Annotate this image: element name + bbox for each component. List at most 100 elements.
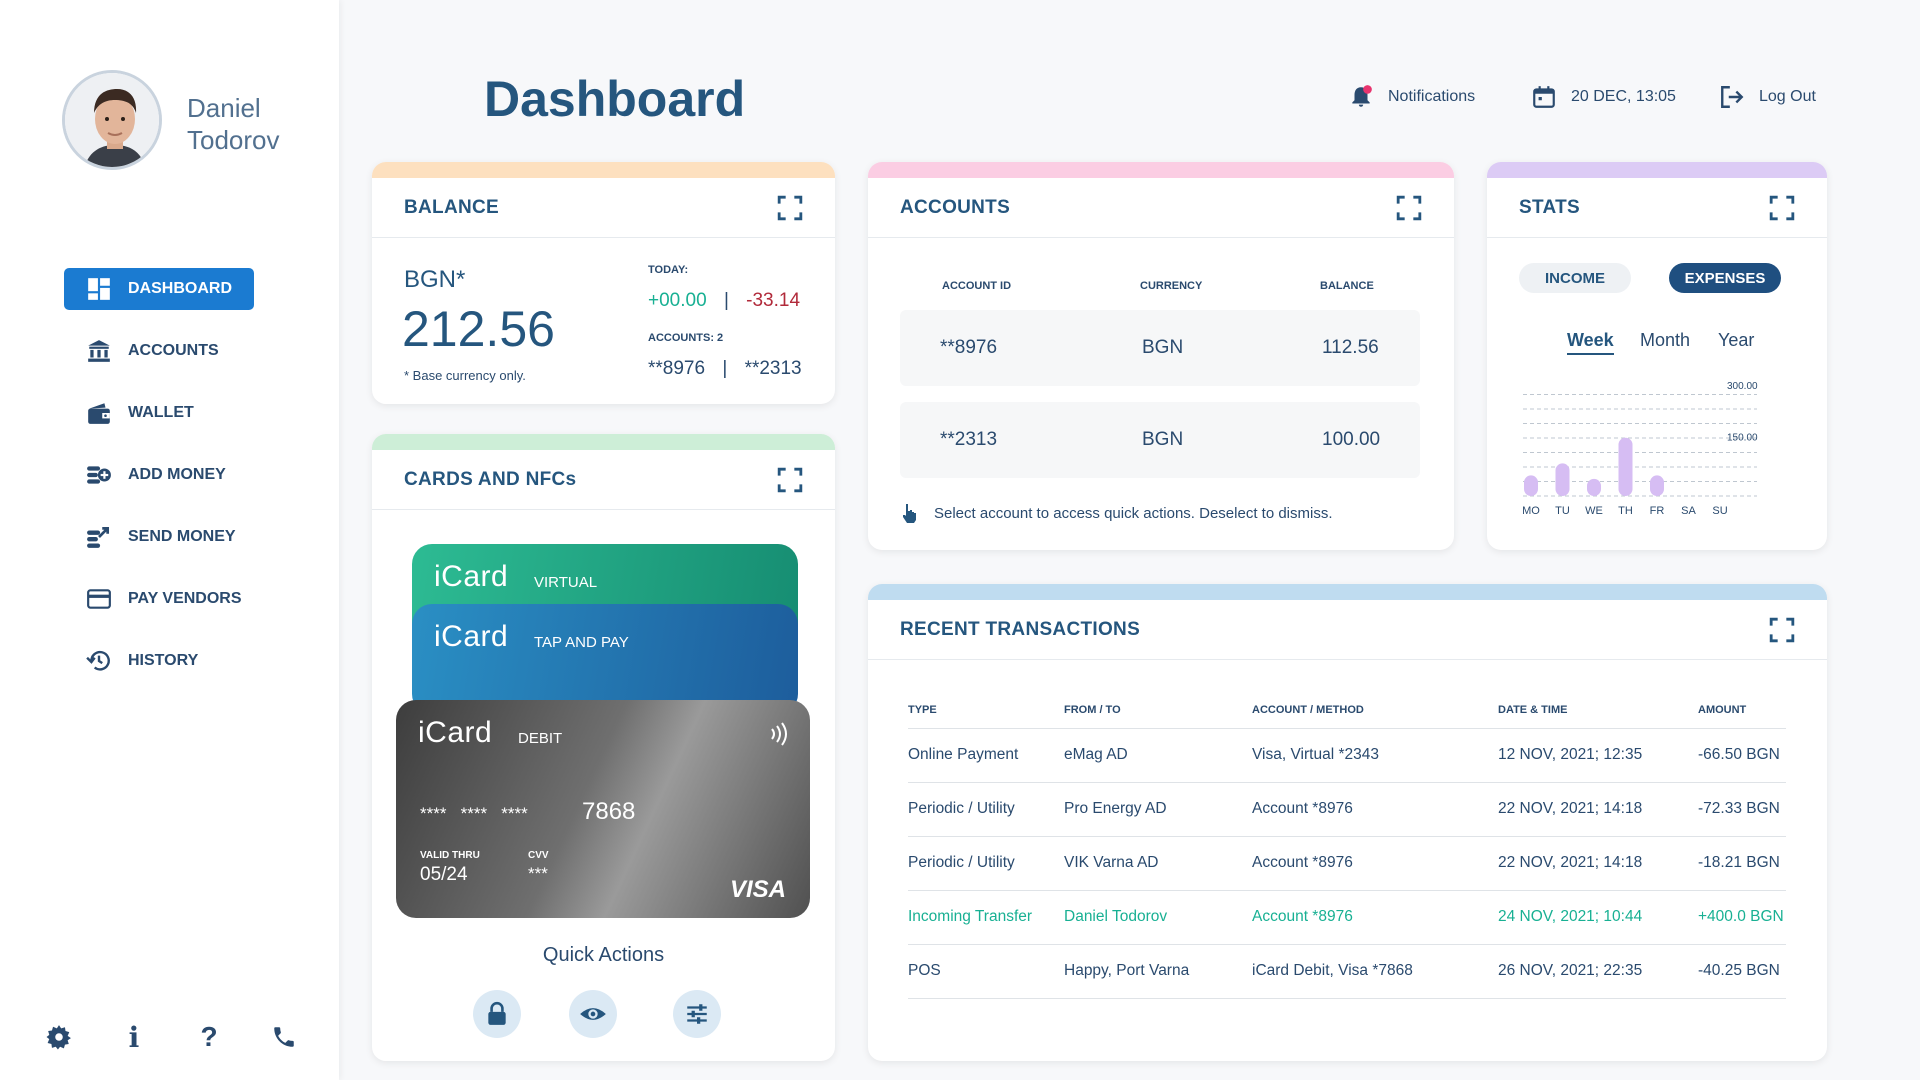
show-details-button[interactable] [569,990,617,1038]
card-debit[interactable]: iCard DEBIT **** **** **** 7868 VALID TH… [396,700,810,918]
tx-amount: -18.21 BGN [1698,836,1786,891]
tab-income[interactable]: INCOME [1519,263,1631,293]
accounts-title: ACCOUNTS [900,196,1011,218]
sidebar-item-history[interactable]: HISTORY [64,640,254,682]
stats-title: STATS [1519,196,1580,218]
sidebar-item-send-money[interactable]: SEND MONEY [64,516,254,558]
bar-tu[interactable] [1555,463,1570,496]
user-last-name: Todorov [187,125,280,155]
column-header-amount: AMOUNT [1698,692,1786,729]
settings-button[interactable] [46,1024,72,1050]
history-icon [86,650,110,671]
expand-icon[interactable] [1769,617,1795,643]
sidebar-item-accounts[interactable]: ACCOUNTS [64,330,254,372]
cvv: *** [528,864,548,883]
bar-mo[interactable] [1524,475,1538,496]
period-year[interactable]: Year [1718,330,1755,350]
sidebar-item-dashboard[interactable]: DASHBOARD [64,268,254,310]
notifications-button[interactable]: Notifications [1348,84,1475,110]
expand-icon[interactable] [1396,195,1422,221]
today-label: TODAY: [648,264,689,276]
help-icon: ? [200,1021,218,1052]
account-id: **2313 [940,429,998,450]
logout-icon [1721,86,1744,108]
tx-party: Pro Energy AD [1064,782,1252,837]
sidebar-item-pay-vendors[interactable]: PAY VENDORS [64,578,254,620]
cards-topbar [372,434,835,450]
info-button[interactable]: i [121,1021,147,1054]
x-tick-label: TU [1555,505,1570,517]
sidebar-item-wallet[interactable]: WALLET [64,392,254,434]
phone-button[interactable] [271,1024,297,1050]
bar-fr[interactable] [1650,475,1664,496]
phone-icon [274,1027,294,1047]
card-brand: iCard [434,620,509,653]
tx-date: 24 NOV, 2021; 10:44 [1498,890,1698,945]
column-header-currency: CURRENCY [1140,280,1203,292]
sidebar-item-label: ACCOUNTS [128,342,219,359]
table-row[interactable]: Periodic / Utility VIK Varna AD Account … [908,836,1786,891]
table-row[interactable]: Incoming Transfer Daniel Todorov Account… [908,890,1786,945]
table-row[interactable]: Periodic / Utility Pro Energy AD Account… [908,782,1786,837]
balance-header: BALANCE [372,178,835,238]
table-row[interactable]: Online Payment eMag AD Visa, Virtual *23… [908,728,1786,783]
valid-thru: 05/24 [420,864,468,885]
card-brand: iCard [434,560,509,593]
sidebar-item-add-money[interactable]: ADD MONEY [64,454,254,496]
accounts-count-label: ACCOUNTS: 2 [648,332,724,344]
user-first-name: Daniel [187,93,261,123]
accounts-topbar [868,162,1454,178]
balance-currency: BGN* [404,266,466,293]
column-header-date: DATE & TIME [1498,692,1698,729]
table-row[interactable]: POS Happy, Port Varna iCard Debit, Visa … [908,944,1786,999]
bar-we[interactable] [1587,478,1601,496]
sliders-icon [687,1004,707,1024]
sidebar-item-label: HISTORY [128,652,199,669]
help-button[interactable]: ? [196,1021,222,1052]
tx-date: 12 NOV, 2021; 12:35 [1498,728,1698,783]
cards-title: CARDS AND NFCs [404,468,577,490]
logout-label: Log Out [1759,88,1816,105]
accounts-hint-text: Select account to access quick actions. … [934,504,1333,522]
tab-expenses[interactable]: EXPENSES [1669,263,1781,293]
period-week[interactable]: Week [1567,330,1614,355]
balance-amount: 212.56 [402,301,555,357]
credit-card-icon [87,589,111,609]
x-tick-label: FR [1650,505,1665,517]
column-header-method: ACCOUNT / METHOD [1252,692,1498,729]
expand-icon[interactable] [777,467,803,493]
column-header-type: TYPE [908,692,1064,729]
tx-amount: -72.33 BGN [1698,782,1786,837]
tx-type: Periodic / Utility [908,782,1064,837]
balance-note: * Base currency only. [404,368,526,383]
logout-button[interactable]: Log Out [1719,84,1816,110]
tx-method: Visa, Virtual *2343 [1252,728,1498,783]
stats-topbar [1487,162,1827,178]
account-row[interactable]: **8976 BGN 112.56 [900,310,1420,386]
bar-th[interactable] [1618,437,1633,496]
x-tick-label: SA [1681,505,1696,517]
accounts-header: ACCOUNTS [868,178,1454,238]
separator: | [722,358,728,379]
tx-party: eMag AD [1064,728,1252,783]
cards-header: CARDS AND NFCs [372,450,835,510]
period-month[interactable]: Month [1640,330,1691,350]
lock-card-button[interactable] [473,990,521,1038]
card-settings-button[interactable] [673,990,721,1038]
expand-icon[interactable] [777,195,803,221]
sidebar-item-label: PAY VENDORS [128,590,242,607]
card-brand: iCard [418,716,493,749]
today-income: +00.00 [648,290,707,311]
transactions-topbar [868,584,1827,600]
expand-icon[interactable] [1769,195,1795,221]
account-row[interactable]: **2313 BGN 100.00 [900,402,1420,478]
eye-icon [580,1008,606,1020]
card-tap-and-pay[interactable]: iCard TAP AND PAY [412,604,798,714]
bank-icon [88,340,110,362]
cards-panel: CARDS AND NFCs iCard VIRTUAL iCard TAP A… [372,434,835,1061]
avatar[interactable] [62,70,162,170]
today-expense: -33.14 [746,290,801,311]
accounts-panel: ACCOUNTS ACCOUNT ID CURRENCY BALANCE **8… [868,162,1454,550]
separator: | [723,290,729,311]
tx-amount: -66.50 BGN [1698,728,1786,783]
